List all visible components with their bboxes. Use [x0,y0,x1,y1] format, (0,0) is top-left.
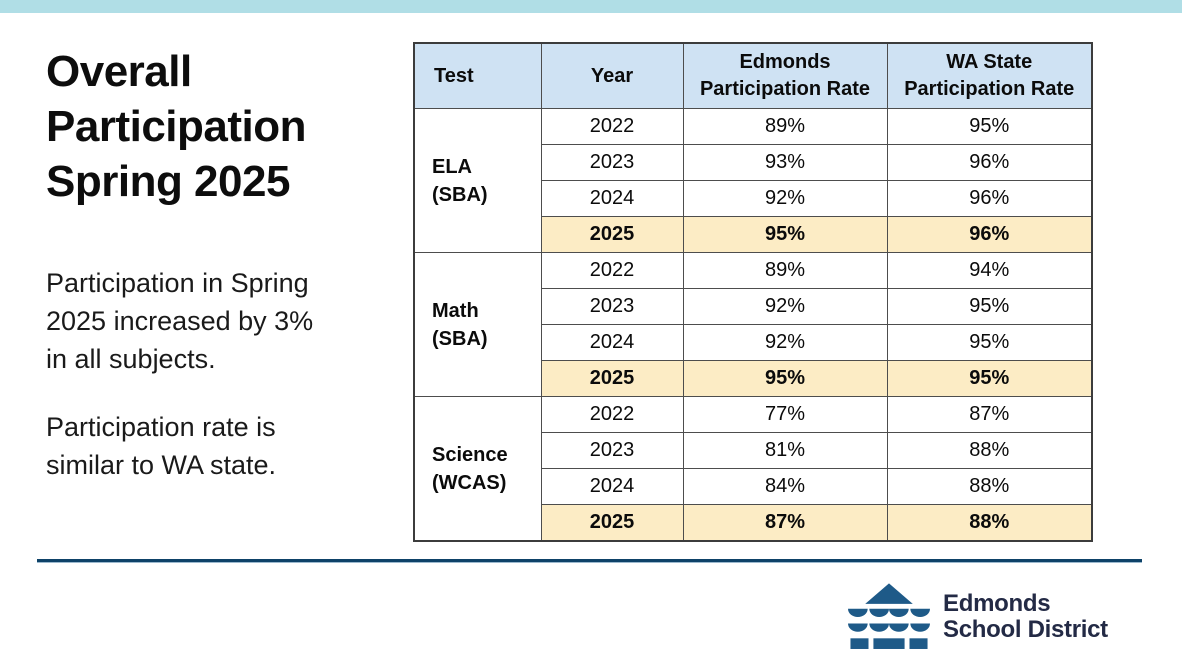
wa-rate-cell: 94% [886,252,1093,289]
header-year: Year [540,42,684,109]
header-wa-rate: WA State Participation Rate [886,42,1093,109]
edmonds-rate-cell: 81% [682,432,888,469]
year-cell: 2023 [540,288,684,325]
edmonds-rate-cell: 93% [682,144,888,181]
body-paragraph-2: Participation rate is similar to WA stat… [46,412,277,480]
test-cell-ela: ELA (SBA) [413,108,542,253]
slide-title: Overall Participation Spring 2025 [46,44,307,209]
edmonds-rate-cell: 89% [682,108,888,145]
table-row-highlighted: 2025 95% 96% [414,216,1093,253]
wa-rate-cell: 95% [886,288,1093,325]
table-row: 2024 84% 88% [414,468,1093,505]
edmonds-rate-cell: 77% [682,396,888,433]
title-line-2: Participation [46,102,307,151]
edmonds-rate-cell: 84% [682,468,888,505]
table-row: 2024 92% 96% [414,180,1093,217]
wa-rate-cell: 88% [886,504,1093,542]
participation-table: Test Year Edmonds Participation Rate WA … [413,42,1093,542]
year-cell: 2022 [540,252,684,289]
year-cell: 2024 [540,468,684,505]
year-cell: 2023 [540,144,684,181]
edmonds-logo-text: Edmonds School District [943,591,1108,643]
wa-rate-cell: 95% [886,324,1093,361]
wa-rate-cell: 88% [886,468,1093,505]
edmonds-rate-cell: 89% [682,252,888,289]
edmonds-rate-cell: 92% [682,288,888,325]
table-row: 2023 92% 95% [414,288,1093,325]
test-cell-math: Math (SBA) [413,252,542,397]
year-cell: 2023 [540,432,684,469]
logo-line-2: School District [943,616,1108,643]
edmonds-rate-cell: 92% [682,324,888,361]
wa-rate-cell: 96% [886,180,1093,217]
wa-rate-cell: 96% [886,144,1093,181]
wa-rate-cell: 95% [886,360,1093,397]
table-row: Science (WCAS) 2022 77% 87% [413,396,1093,542]
header-edmonds-rate: Edmonds Participation Rate [682,42,888,109]
year-cell: 2022 [540,108,684,145]
edmonds-rate-cell: 87% [682,504,888,542]
year-cell: 2025 [540,504,684,542]
table-row: 2023 81% 88% [414,432,1093,469]
table-row: 2024 92% 95% [414,324,1093,361]
table-row-highlighted: 2025 95% 95% [414,360,1093,397]
year-cell: 2025 [540,216,684,253]
year-cell: 2025 [540,360,684,397]
edmonds-rate-cell: 92% [682,180,888,217]
year-cell: 2024 [540,180,684,217]
year-cell: 2024 [540,324,684,361]
year-cell: 2022 [540,396,684,433]
edmonds-trees-icon [848,583,930,649]
table-row: 2023 93% 96% [414,144,1093,181]
table-row-highlighted: 2025 87% 88% [414,504,1093,542]
table-row: Math (SBA) 2022 89% 94% [413,252,1093,397]
wa-rate-cell: 87% [886,396,1093,433]
footer-divider [37,559,1142,563]
table-header-row: Test Year Edmonds Participation Rate WA … [413,42,1093,109]
edmonds-rate-cell: 95% [682,360,888,397]
logo-line-1: Edmonds [943,590,1051,617]
table-row: ELA (SBA) 2022 89% 95% [413,108,1093,253]
title-line-3: Spring 2025 [46,157,290,206]
top-accent-band [0,0,1182,13]
edmonds-rate-cell: 95% [682,216,888,253]
body-paragraph-1: Participation in Spring 2025 increased b… [46,268,314,374]
test-cell-science: Science (WCAS) [413,396,542,542]
wa-rate-cell: 95% [886,108,1093,145]
wa-rate-cell: 88% [886,432,1093,469]
header-test: Test [413,42,542,109]
wa-rate-cell: 96% [886,216,1093,253]
edmonds-logo: Edmonds School District [848,583,1108,651]
title-line-1: Overall [46,47,192,96]
